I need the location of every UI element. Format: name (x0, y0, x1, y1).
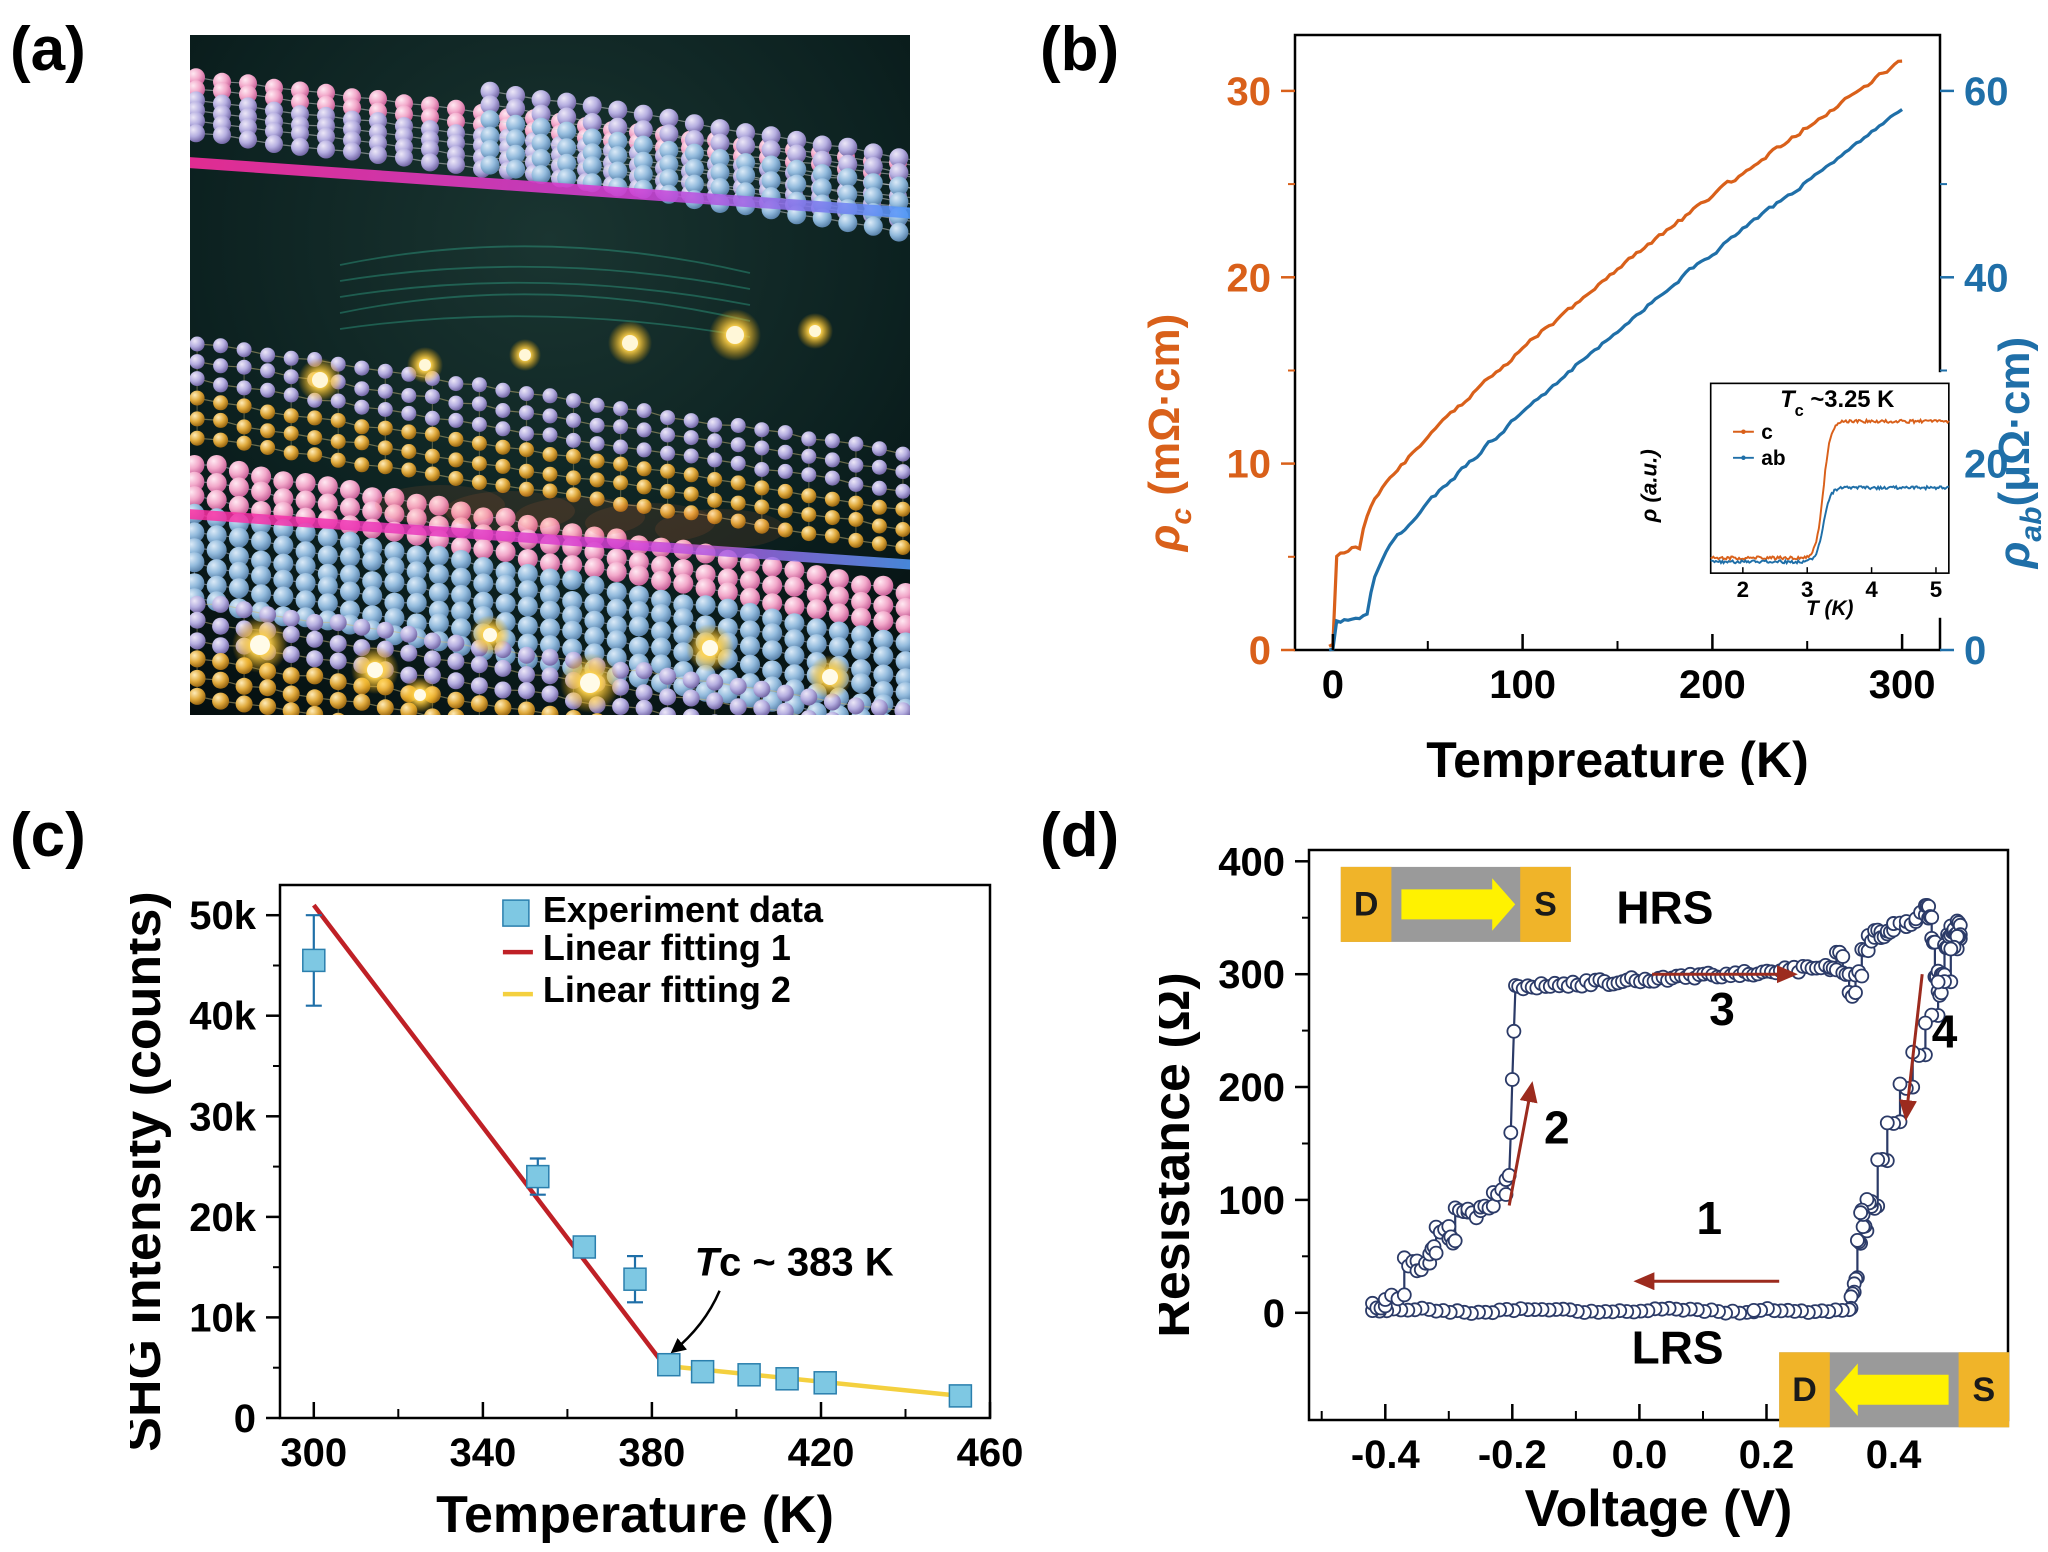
svg-text:c: c (1761, 421, 1773, 444)
svg-text:400: 400 (1218, 840, 1285, 884)
svg-text:1: 1 (1697, 1192, 1723, 1244)
svg-text:S: S (1534, 886, 1557, 924)
svg-text:50k: 50k (189, 894, 256, 938)
svg-text:Resistance (Ω): Resistance (Ω) (1159, 972, 1201, 1337)
svg-text:Linear fitting 1: Linear fitting 1 (543, 927, 791, 968)
svg-text:420: 420 (788, 1431, 855, 1475)
svg-text:D: D (1792, 1371, 1817, 1409)
svg-text:-0.4: -0.4 (1351, 1433, 1421, 1477)
svg-text:460: 460 (957, 1431, 1024, 1475)
svg-text:200: 200 (1679, 663, 1746, 707)
svg-text:300: 300 (280, 1431, 347, 1475)
svg-text:ab: ab (1761, 447, 1785, 470)
svg-text:LRS: LRS (1632, 1322, 1724, 1374)
svg-text:Voltage (V): Voltage (V) (1525, 1480, 1793, 1538)
svg-text:380: 380 (619, 1431, 686, 1475)
svg-text:D: D (1354, 886, 1379, 924)
svg-text:10k: 10k (189, 1296, 256, 1340)
svg-text:20k: 20k (189, 1196, 256, 1240)
svg-text:2: 2 (1544, 1102, 1570, 1154)
svg-text:60: 60 (1964, 70, 2009, 114)
svg-text:4: 4 (1865, 577, 1878, 602)
svg-text:40k: 40k (189, 995, 256, 1039)
svg-text:100: 100 (1489, 663, 1556, 707)
svg-text:2: 2 (1737, 577, 1749, 602)
svg-text:300: 300 (1218, 953, 1285, 997)
svg-text:300: 300 (1869, 663, 1936, 707)
svg-text:0.2: 0.2 (1739, 1433, 1795, 1477)
svg-text:5: 5 (1930, 577, 1942, 602)
svg-text:S: S (1973, 1371, 1996, 1409)
svg-text:HRS: HRS (1616, 881, 1713, 933)
svg-text:Temperature (K): Temperature (K) (436, 1486, 834, 1544)
svg-text:Tc ~ 383 K: Tc ~ 383 K (695, 1241, 894, 1285)
svg-text:0: 0 (1964, 629, 1986, 673)
svg-text:30: 30 (1227, 70, 1272, 114)
svg-text:30k: 30k (189, 1095, 256, 1139)
svg-text:0: 0 (1322, 663, 1344, 707)
svg-text:3: 3 (1709, 983, 1735, 1035)
svg-text:SHG intensity (counts): SHG intensity (counts) (130, 891, 172, 1451)
svg-text:100: 100 (1218, 1179, 1285, 1223)
svg-text:10: 10 (1227, 443, 1272, 487)
svg-text:200: 200 (1218, 1066, 1285, 1110)
svg-text:0.0: 0.0 (1612, 1433, 1668, 1477)
svg-text:0: 0 (234, 1397, 256, 1441)
svg-text:0: 0 (1249, 629, 1271, 673)
svg-text:Linear fitting 2: Linear fitting 2 (543, 969, 791, 1010)
svg-text:4: 4 (1932, 1006, 1958, 1058)
svg-text:-0.2: -0.2 (1478, 1433, 1547, 1477)
svg-text:340: 340 (450, 1431, 517, 1475)
svg-text:40: 40 (1964, 256, 2009, 300)
svg-text:Tempreature (K): Tempreature (K) (1426, 732, 1808, 785)
svg-text:T (K): T (K) (1806, 597, 1853, 620)
svg-text:Experiment data: Experiment data (543, 889, 824, 930)
svg-text:0: 0 (1263, 1292, 1285, 1336)
svg-text:20: 20 (1227, 256, 1272, 300)
svg-text:ρ (a.u.): ρ (a.u.) (1640, 449, 1661, 523)
svg-text:0.4: 0.4 (1866, 1433, 1922, 1477)
